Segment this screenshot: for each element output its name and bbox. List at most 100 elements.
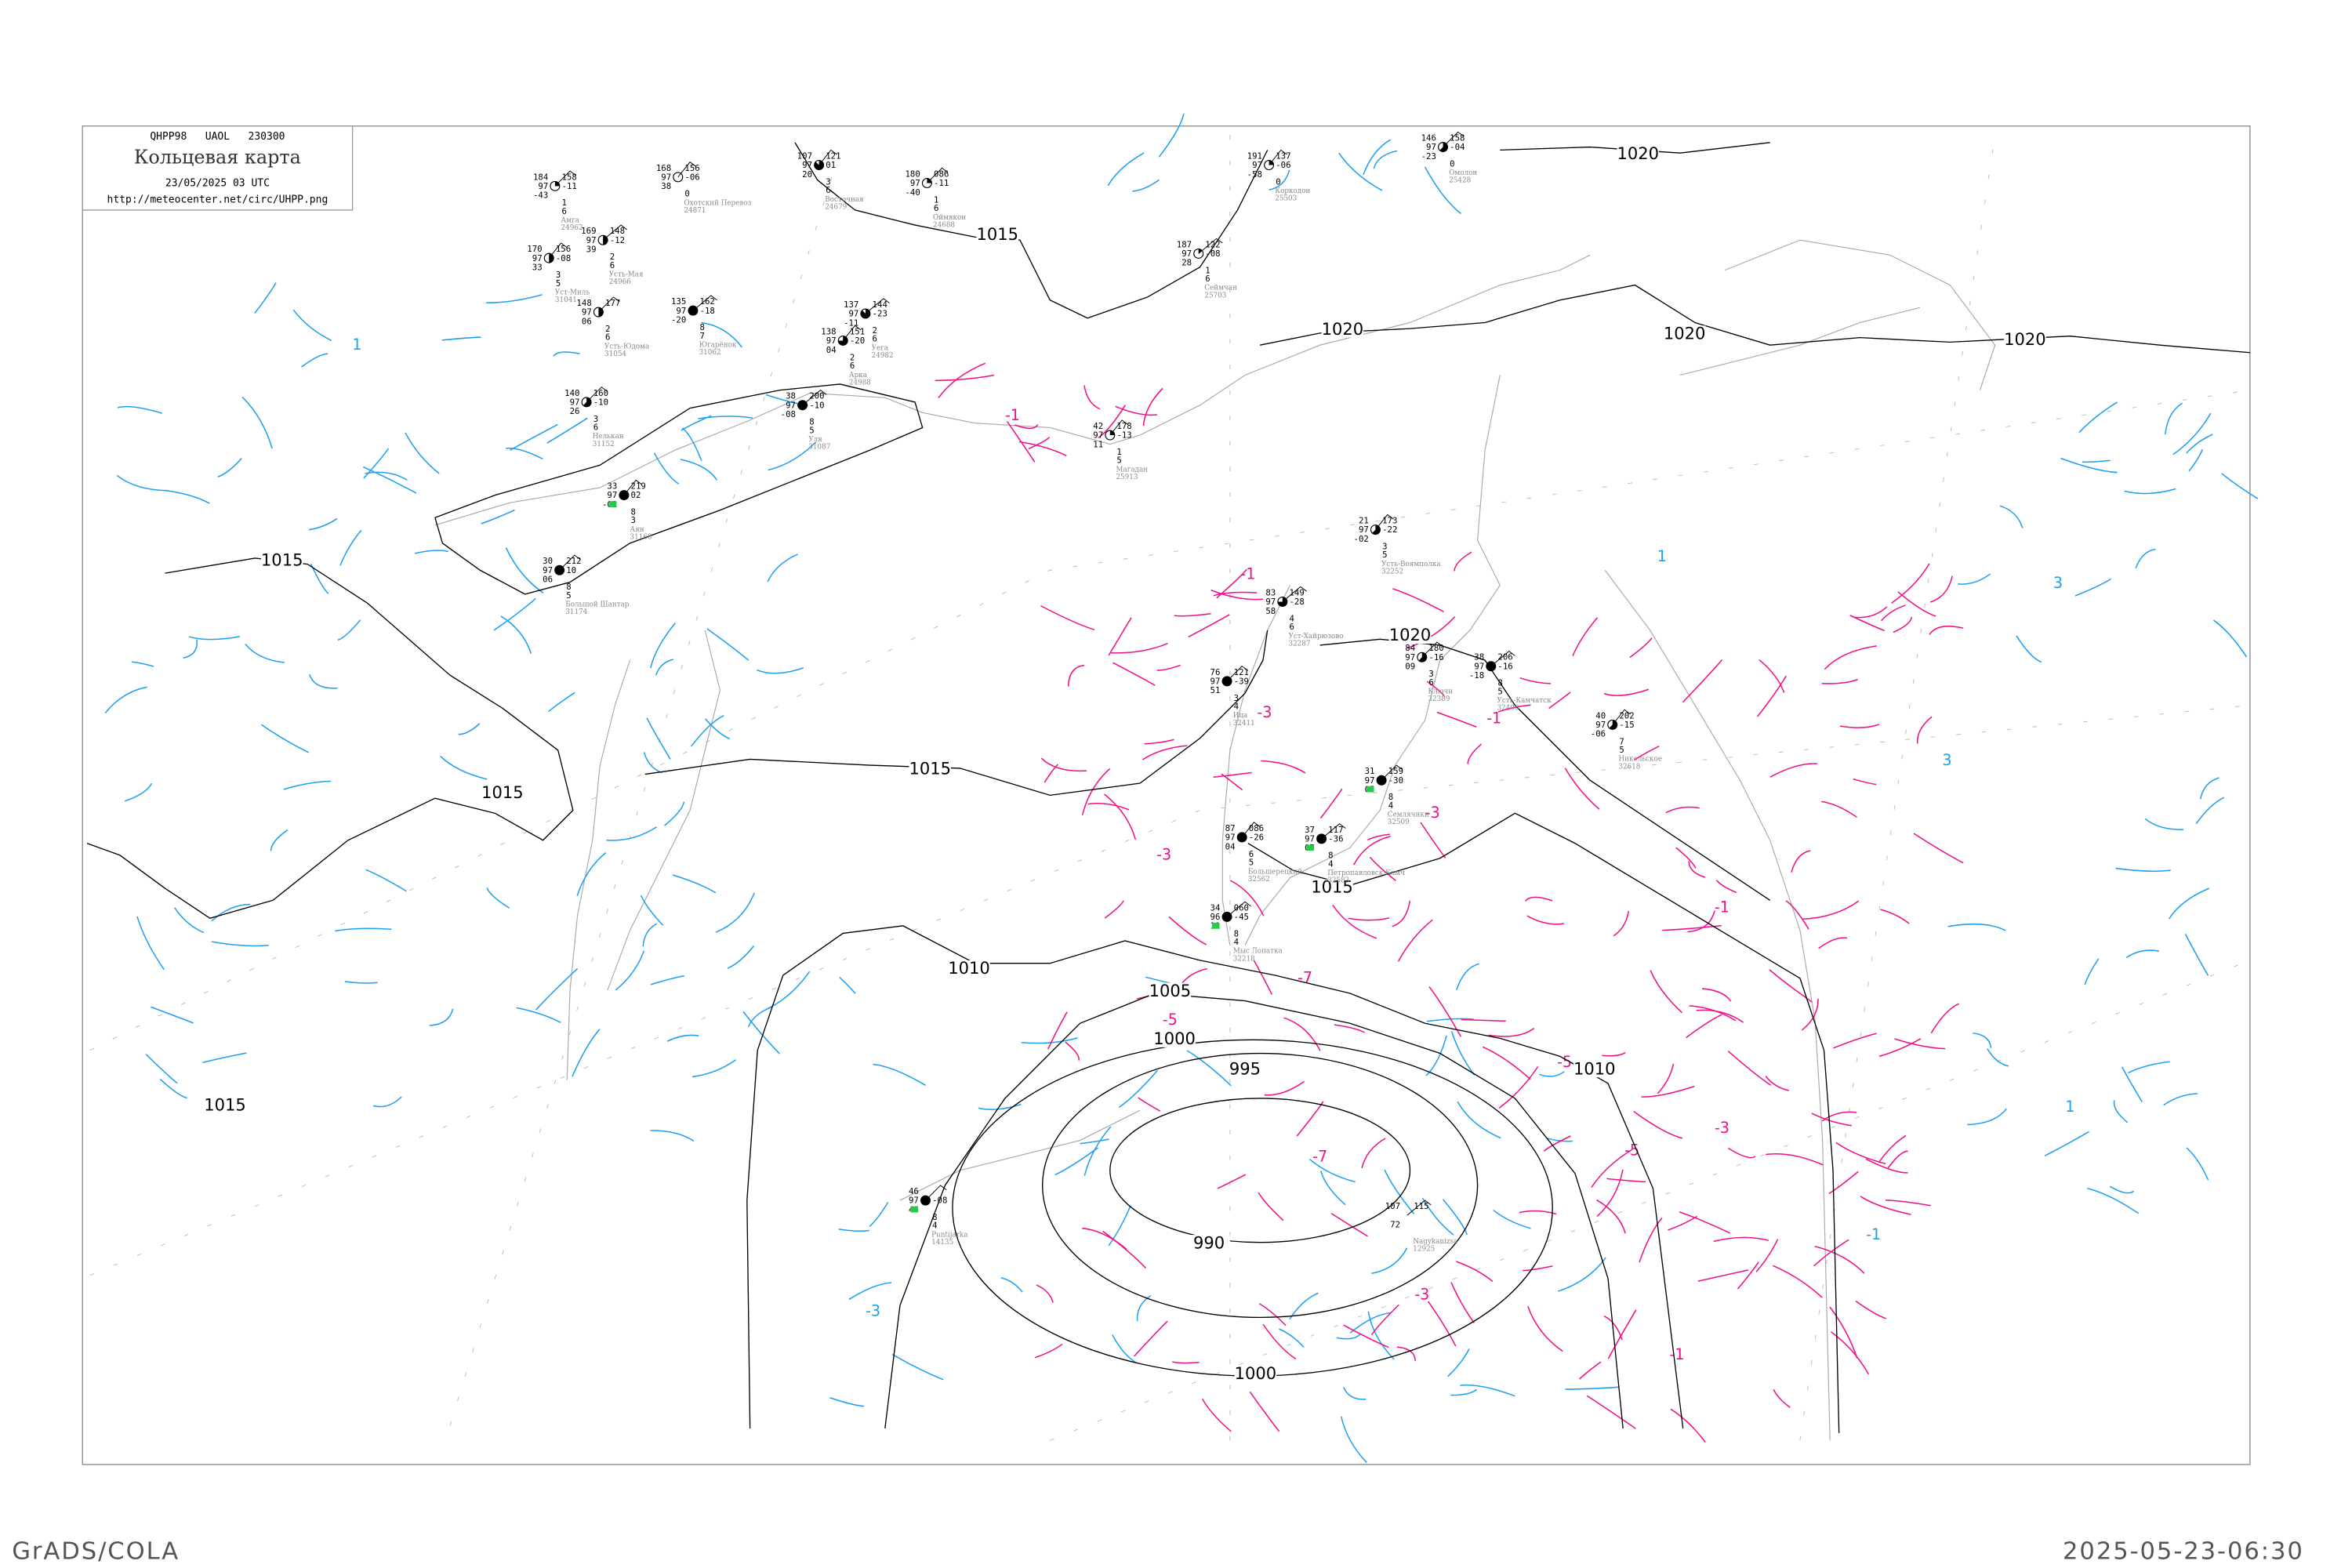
positive-tendency-line <box>1442 1199 1468 1236</box>
station-id: 32562 <box>1248 876 1270 884</box>
isobar-label: 1020 <box>1389 625 1432 644</box>
station-id: 32618 <box>1618 763 1640 771</box>
station-temperature: 46 <box>909 1186 919 1196</box>
coastline <box>1725 239 1996 390</box>
station-visibility: 97 <box>1359 524 1369 535</box>
station-name: Коркодон <box>1275 187 1310 195</box>
negative-tendency-line <box>1428 986 1461 1037</box>
station-plots: 3397-022190283Аян311683097062121085Больш… <box>527 131 1662 1253</box>
cloud-cover-fill <box>603 235 608 245</box>
station-pressure: 212 <box>566 556 581 566</box>
positive-tendency-line <box>698 416 753 419</box>
negative-tendency-line <box>1420 822 1446 858</box>
station-name: Ица <box>1233 712 1248 720</box>
negative-tendency-line <box>1885 1200 1931 1207</box>
negative-tendency-line <box>1258 1192 1284 1221</box>
negative-tendency-line <box>1860 1196 1911 1215</box>
station-temperature: 37 <box>1305 825 1315 835</box>
station-name: Никольское <box>1618 756 1662 764</box>
positive-tendency-line <box>650 622 676 669</box>
station-pressure: 151 <box>850 326 865 336</box>
station-visibility: 97 <box>1093 430 1103 441</box>
negative-tendency-line <box>1142 387 1163 426</box>
station-visibility: 97 <box>1426 142 1436 152</box>
negative-tendency-line <box>1044 764 1058 783</box>
station-cloud-info: 3 <box>826 176 830 187</box>
station-visibility: 97 <box>1595 720 1606 730</box>
isobar-label: 1005 <box>1149 981 1192 1000</box>
station-cloud-info: 5 <box>556 278 561 289</box>
station-temperature: 38 <box>786 391 796 401</box>
negative-tendency-line <box>1087 802 1130 811</box>
station-temperature: 83 <box>1265 587 1276 597</box>
positive-tendency-line <box>2115 867 2171 872</box>
negative-tendency-line <box>1687 910 1715 933</box>
tendency-label: -7 <box>1298 969 1312 987</box>
positive-tendency-line <box>606 826 658 841</box>
negative-tendency-line <box>1427 1301 1457 1347</box>
positive-tendency-line <box>211 903 251 922</box>
negative-tendency-line <box>1028 437 1051 450</box>
station-dewpoint: 06 <box>543 575 553 585</box>
station-cloud-info: 6 <box>934 203 938 213</box>
station-cloud-info: 2 <box>605 324 610 334</box>
station-cloud-info: 2 <box>850 352 855 362</box>
station-cloud-info: 2 <box>610 252 615 262</box>
negative-tendency-line <box>1249 1391 1280 1432</box>
positive-tendency-line <box>260 724 309 753</box>
negative-tendency-line <box>1450 1282 1475 1323</box>
isobar-label: 990 <box>1193 1232 1225 1252</box>
positive-tendency-line <box>681 415 712 431</box>
wind-barb-icon <box>1226 666 1249 682</box>
station-pressure: 086 <box>934 169 949 179</box>
cloud-cover-fill <box>619 490 629 500</box>
negative-tendency-line <box>1397 919 1433 962</box>
positive-tendency-line <box>653 452 680 485</box>
positive-tendency-line <box>117 405 162 414</box>
negative-tendency-line <box>1821 678 1858 684</box>
positive-tendency-line <box>254 282 277 314</box>
negative-tendency-line <box>1766 1152 1824 1166</box>
station-pressure: 173 <box>1382 516 1397 526</box>
negative-tendency-line <box>1639 1217 1663 1263</box>
negative-tendency-line <box>1769 763 1817 778</box>
negative-tendency-line <box>1210 590 1264 601</box>
station-cloud-info: 8 <box>1328 851 1333 861</box>
tendency-label: -1 <box>1715 898 1730 916</box>
positive-tendency-line <box>202 1052 247 1063</box>
station-id: 32287 <box>1288 640 1310 648</box>
negative-tendency-line <box>1168 916 1207 946</box>
negative-tendency-line <box>1853 778 1877 786</box>
